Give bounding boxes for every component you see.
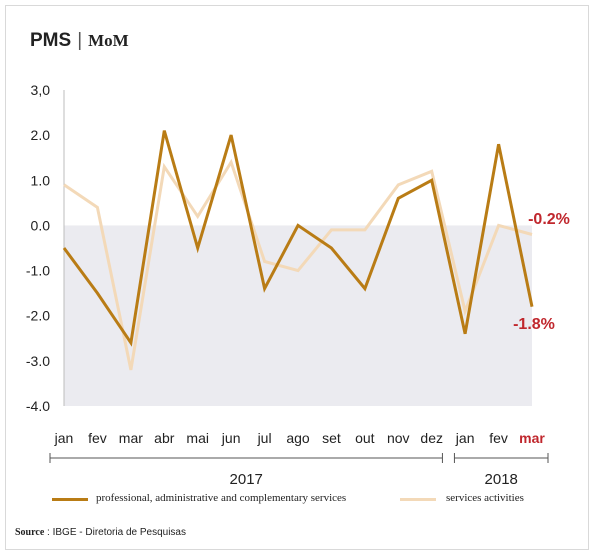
chart-title: PMS | MoM (30, 30, 129, 52)
x-tick-label: out (355, 430, 375, 446)
x-tick-label: abr (154, 430, 175, 446)
end-label-professional: -1.8% (513, 316, 555, 333)
y-tick-label: -3.0 (26, 353, 50, 369)
x-tick-label: mar (519, 430, 545, 446)
title-separator: | (77, 30, 83, 51)
y-tick-label: 3,0 (31, 82, 51, 98)
x-tick-label: dez (420, 430, 443, 446)
y-tick-label: -1.0 (26, 263, 50, 279)
end-label-services: -0.2% (528, 211, 570, 228)
x-tick-label: mar (119, 430, 143, 446)
y-tick-label: -2.0 (26, 308, 50, 324)
year-label: 2017 (230, 471, 263, 488)
legend-swatch-services (400, 498, 436, 501)
negative-region (64, 225, 532, 406)
source-note: Source : IBGE - Diretoria de Pesquisas (15, 527, 186, 538)
x-tick-label: jun (221, 430, 241, 446)
y-tick-label: 2.0 (31, 127, 51, 143)
x-tick-label: ago (286, 430, 310, 446)
x-tick-label: jul (257, 430, 272, 446)
x-tick-label: fev (88, 430, 107, 446)
x-tick-label: nov (387, 430, 410, 446)
legend-swatch-professional (52, 498, 88, 501)
y-tick-label: 1.0 (31, 172, 51, 188)
source-label: Source (15, 527, 45, 538)
year-label: 2018 (485, 471, 518, 488)
source-text: : IBGE - Diretoria de Pesquisas (47, 527, 186, 538)
y-tick-label: -4.0 (26, 398, 50, 414)
legend-label-professional: professional, administrative and complem… (96, 492, 347, 504)
x-tick-label: fev (489, 430, 508, 446)
x-tick-label: jan (455, 430, 475, 446)
y-tick-label: 0.0 (31, 217, 51, 233)
legend-label-services: services activities (446, 492, 524, 504)
x-tick-label: mai (186, 430, 209, 446)
x-tick-label: set (322, 430, 341, 446)
x-tick-label: jan (54, 430, 74, 446)
title-subtitle: MoM (88, 31, 129, 50)
title-main: PMS (30, 30, 72, 51)
